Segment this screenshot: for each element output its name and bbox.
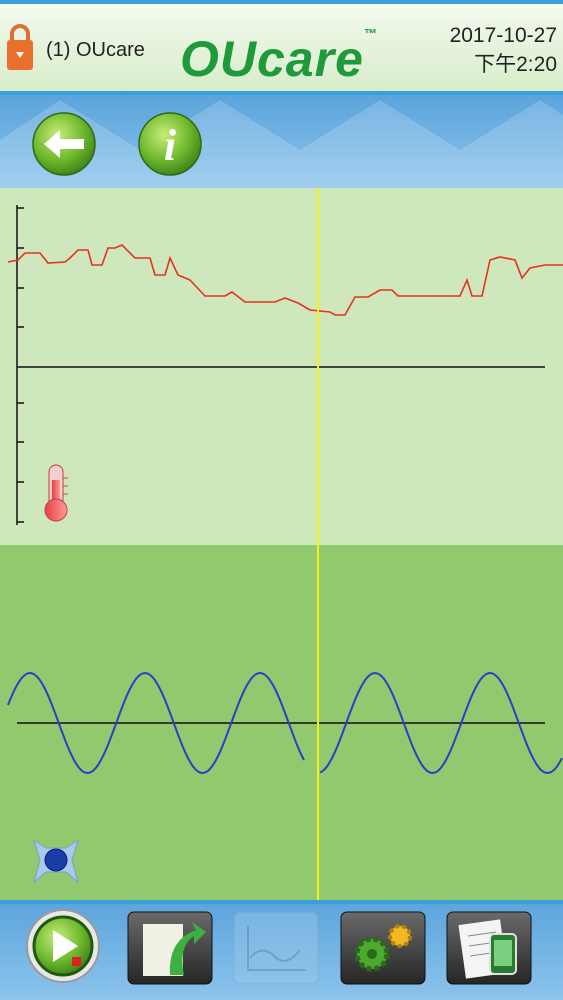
report-button[interactable]	[446, 911, 532, 985]
sensor-icon[interactable]	[33, 838, 79, 884]
export-button[interactable]	[127, 911, 213, 985]
play-button[interactable]	[26, 909, 100, 983]
header-bottom-border	[0, 91, 563, 95]
temperature-axis	[16, 205, 545, 525]
back-button[interactable]	[32, 112, 96, 176]
header-top-border	[0, 0, 563, 4]
svg-text:i: i	[164, 121, 177, 170]
lock-icon	[7, 24, 33, 70]
thermometer-icon	[44, 464, 68, 522]
logo: OUcare	[180, 31, 364, 87]
settings-button[interactable]	[340, 911, 426, 985]
info-button[interactable]: i	[138, 112, 202, 176]
breathing-wave	[7, 671, 563, 775]
header-bar	[0, 0, 563, 95]
trademark: ™	[364, 26, 377, 41]
chart-button[interactable]	[233, 911, 319, 985]
toolbar-pattern	[0, 100, 563, 188]
bottom-bar-border	[0, 900, 563, 904]
account-label[interactable]: (1) OUcare	[46, 39, 145, 61]
time: 下午2:20	[474, 53, 557, 76]
temperature-trace	[7, 244, 563, 316]
date: 2017-10-27	[450, 24, 557, 47]
